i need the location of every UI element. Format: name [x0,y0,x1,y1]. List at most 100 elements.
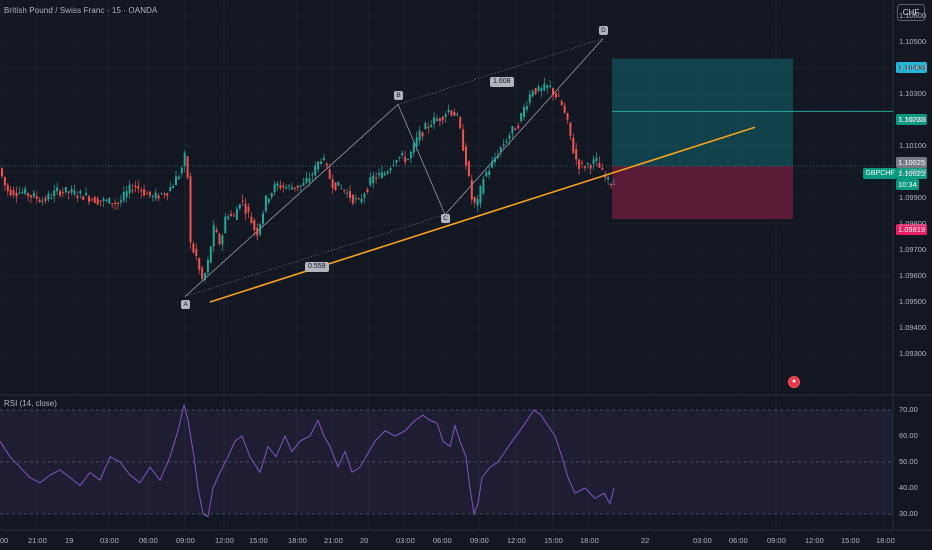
candle-body [476,199,479,206]
price-tick-label: 1.09800 [899,219,927,228]
currency-button[interactable]: CHF [897,4,925,21]
candle-body [82,196,85,201]
price-tick-label: 1.10600 [899,11,927,20]
candle-body [415,137,418,147]
candle-body [465,146,467,166]
candle-body [227,216,230,219]
stop-zone [612,166,793,220]
candle-body [206,259,209,273]
candle-body [554,93,557,98]
candle-body [47,193,50,200]
candle-body [93,196,96,204]
candle-body [453,111,456,116]
candle-body [546,85,549,88]
symbol-price-tag: GBPCHF [863,168,897,179]
candle-body [575,149,578,160]
time-tick-label: 21:00 [28,536,47,545]
candle-body [96,198,99,205]
calendar-event-icon[interactable]: ● [788,376,800,388]
candle-body [125,191,128,197]
candle-body [302,182,305,186]
time-tick-label: 15:00 [249,536,268,545]
rsi-line [0,404,615,518]
candle-body [337,181,340,186]
candle-body [430,125,433,127]
level-price-tag: 1.10233 [896,114,928,125]
candle-body [540,87,543,92]
time-tick-label: 12:00 [507,536,526,545]
candle-body [105,200,108,202]
candle-body [581,162,583,164]
harmonic-point-c: C [441,213,450,223]
candle-body [444,114,447,118]
candle-body [366,189,369,192]
candle-body [273,184,276,193]
candle-body [180,167,183,174]
candle-body [137,186,140,189]
candle-body [291,187,293,190]
symbol-title[interactable]: British Pound / Swiss Franc · 15 · OANDA [4,6,158,15]
current-price-tag: 1.10025 [896,157,928,168]
candle-body [88,196,90,202]
candle-body [346,192,349,194]
candle-body [61,191,64,193]
candle-body [250,216,253,224]
trendline[interactable] [209,126,756,303]
candle-body [334,182,337,191]
harmonic-leg [397,104,446,215]
candle-body [450,110,453,116]
candle-body [108,198,111,204]
candle-body [578,159,581,169]
candle-body [241,200,244,202]
candle-body [151,195,154,198]
candle-body [262,213,264,224]
candle-body [485,172,488,177]
candle-body [90,199,93,201]
harmonic-point-a: A [181,299,190,309]
candle-body [221,235,224,245]
candle-body [67,191,70,193]
time-tick-label: 18:00 [288,536,307,545]
candle-body [508,135,511,139]
candle-body [331,179,334,189]
candle-body [412,142,415,153]
candle-body [447,109,450,113]
time-tick-label: 03:00 [396,536,415,545]
candle-body [9,189,12,196]
candle-body [215,229,218,233]
rsi-title[interactable]: RSI (14, close) [4,399,57,408]
candle-body [296,185,299,188]
candle-body [117,202,119,204]
candle-body [488,170,491,175]
candle-body [601,167,604,170]
rsi-tick-label: 30.00 [899,509,918,518]
time-tick-label: 03:00 [693,536,712,545]
candle-body [531,91,534,97]
candle-body [212,225,215,247]
candle-body [122,191,125,201]
harmonic-pattern [184,38,604,297]
candle-body [499,147,502,152]
time-tick-label: 12:00 [215,536,234,545]
price-tick-label: 1.10400 [899,63,927,72]
candle-body [349,191,351,198]
candle-body [204,273,206,280]
candle-body [224,216,227,234]
price-tick-label: 1.10200 [899,115,927,124]
candle-body [293,187,296,189]
time-tick-label: 09:00 [767,536,786,545]
time-tick-label: 06:00 [433,536,452,545]
candle-body [378,173,380,175]
candle-body [595,157,598,161]
candle-body [247,206,250,213]
candle-body [456,113,459,115]
candle-body [131,190,134,192]
candle-body [467,161,470,177]
candle-body [195,248,198,257]
grid-lines [0,0,932,531]
candle-body [589,165,592,169]
candle-body [404,156,407,162]
candle-body [38,199,41,202]
candle-body [392,164,395,166]
